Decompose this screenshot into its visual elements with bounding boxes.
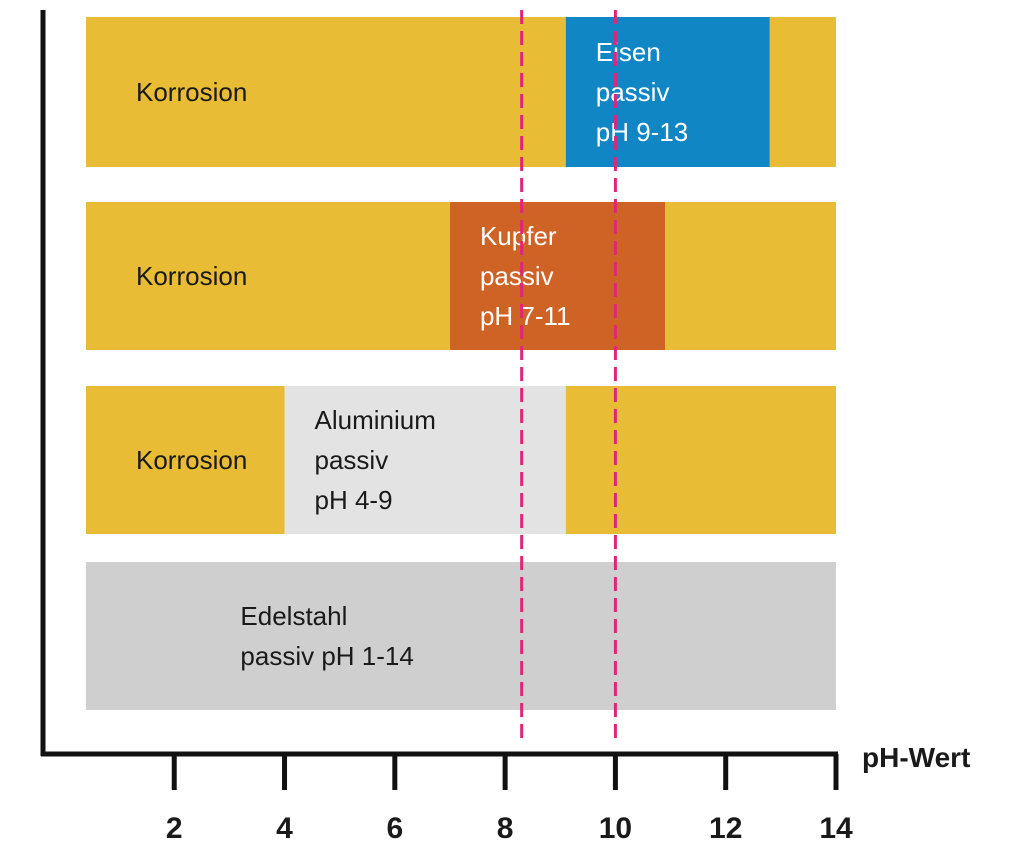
x-axis-title: pH-Wert [862, 742, 970, 773]
range-segment [284, 386, 566, 534]
x-axis-ticks: 2 4 6 8 10 12 14 [166, 754, 853, 845]
segment-label: pH 4-9 [315, 485, 393, 515]
chart-row: Korrosion Aluminium passiv pH 4-9 [86, 386, 836, 534]
range-segment [86, 202, 450, 350]
range-segment [86, 562, 836, 710]
segment-label: pH 9-13 [596, 117, 689, 147]
range-segment [665, 202, 836, 350]
segment-label: passiv [596, 77, 670, 107]
x-tick-label: 8 [497, 812, 514, 845]
range-segment [86, 17, 566, 167]
x-tick-label: 14 [819, 812, 853, 845]
range-segment [449, 202, 666, 350]
range-segment [86, 386, 285, 534]
chart-row: Korrosion Eisen passiv pH 9-13 [86, 17, 836, 167]
x-tick-label: 12 [709, 812, 742, 845]
range-segment [565, 17, 770, 167]
segment-label: Korrosion [136, 445, 247, 475]
range-segment [565, 386, 836, 534]
x-tick-label: 6 [386, 812, 403, 845]
x-tick-label: 10 [599, 812, 632, 845]
x-tick-label: 2 [166, 812, 183, 845]
reference-lines [520, 10, 617, 740]
segment-label: passiv [315, 445, 389, 475]
x-axis: 2 4 6 8 10 12 14 pH-Wert [40, 10, 970, 845]
x-tick-label: 4 [276, 812, 293, 845]
segment-label: Kupfer [480, 221, 557, 251]
segment-label: passiv pH 1-14 [240, 641, 413, 671]
chart-row: Korrosion Kupfer passiv pH 7-11 [86, 202, 836, 350]
chart-row: Edelstahl passiv pH 1-14 [86, 562, 836, 710]
segment-label: passiv [480, 261, 554, 291]
segment-label: Korrosion [136, 261, 247, 291]
range-segment [769, 17, 836, 167]
segment-label: Aluminium [315, 405, 436, 435]
segment-label: Korrosion [136, 77, 247, 107]
segment-label: pH 7-11 [480, 301, 571, 331]
segment-label: Edelstahl [240, 601, 347, 631]
chart-rows: Korrosion Eisen passiv pH 9-13 Korrosion Kupf… [86, 17, 836, 710]
segment-label: Eisen [596, 37, 661, 67]
